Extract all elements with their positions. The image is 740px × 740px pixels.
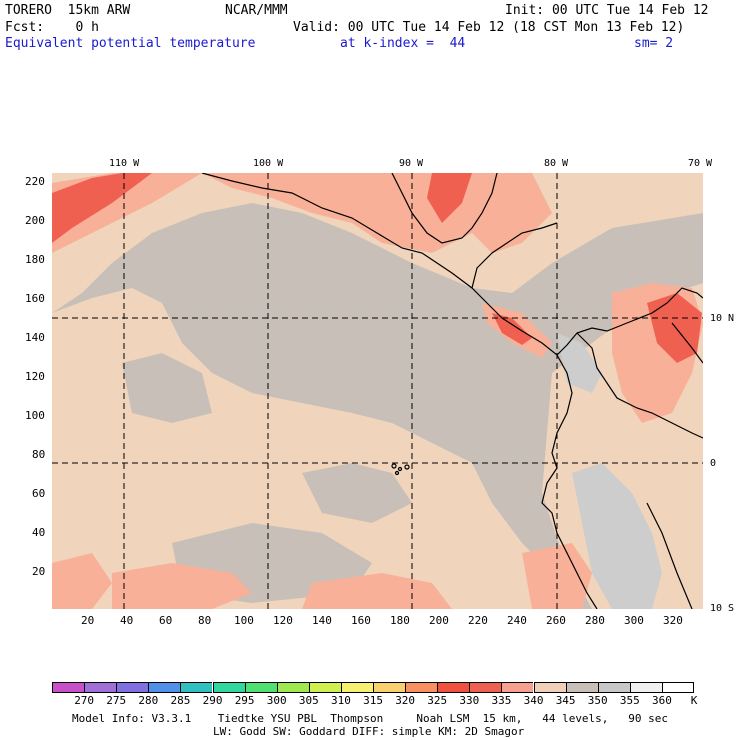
y-tick-140: 140 [25,331,45,344]
x-tick-140: 140 [312,614,332,627]
colorbar-label: 280 [138,694,159,707]
y-tick-60: 60 [32,487,46,500]
colorbar-swatch [244,682,277,693]
x-tick-280: 280 [585,614,605,627]
field-name: Equivalent potential temperature [5,36,256,51]
y-tick-100: 100 [25,409,45,422]
x-tick-260: 260 [546,614,566,627]
x-tick-40: 40 [120,614,134,627]
lon-label-80w: 80 W [544,158,569,169]
colorbar-swatch [212,682,245,693]
colorbar-swatch [597,682,630,693]
colorbar-swatch [437,682,470,693]
x-tick-220: 220 [468,614,488,627]
x-tick-60: 60 [159,614,173,627]
colorbar-label: 310 [331,694,351,707]
colorbar-label: 270 [74,694,95,707]
model-info: Model Info: V3.3.1 Tiedtke YSU PBL Thomp… [72,712,669,725]
colorbar [52,682,694,693]
colorbar-swatch [373,682,406,693]
y-tick-180: 180 [25,253,45,266]
colorbar-swatch [565,682,598,693]
x-tick-100: 100 [234,614,254,627]
init-time: Init: 00 UTC Tue 14 Feb 12 [505,3,709,18]
colorbar-label: 295 [234,694,255,707]
colorbar-swatch [52,682,85,693]
colorbar-swatch [276,682,309,693]
colorbar-swatch [629,682,662,693]
colorbar-label: 325 [427,694,448,707]
y-tick-220: 220 [25,175,45,188]
map-canvas [52,173,703,609]
lon-label-70w: 70 W [688,158,713,169]
colorbar-label: 335 [491,694,512,707]
x-tick-180: 180 [390,614,410,627]
x-tick-120: 120 [273,614,293,627]
colorbar-label: 290 [202,694,223,707]
colorbar-swatch [340,682,373,693]
model-title: TORERO 15km ARW [5,3,131,18]
colorbar-swatch [405,682,438,693]
coastlines [201,173,703,609]
colorbar-label: 320 [395,694,416,707]
colorbar-swatch [469,682,502,693]
colorbar-label: 350 [587,694,608,707]
y-tick-40: 40 [32,526,46,539]
lon-label-100w: 100 W [253,158,284,169]
colorbar-swatch [661,682,694,693]
x-tick-320: 320 [663,614,683,627]
smooth-label: sm= 2 [634,36,674,51]
colorbar-swatch [533,682,566,693]
colorbar-swatch [501,682,534,693]
forecast-hour: Fcst: 0 h [5,20,99,35]
y-tick-20: 20 [32,565,46,578]
x-tick-240: 240 [507,614,527,627]
colorbar-label: 285 [170,694,191,707]
valid-time: Valid: 00 UTC Tue 14 Feb 12 (18 CST Mon … [293,20,685,35]
physics-info: LW: Godd SW: Goddard DIFF: simple KM: 2D… [213,725,525,738]
map-plot [52,173,703,609]
colorbar-swatch [84,682,117,693]
colorbar-swatch [308,682,341,693]
hot-regions [52,173,702,363]
x-tick-80: 80 [198,614,212,627]
x-tick-300: 300 [624,614,644,627]
lon-label-90w: 90 W [399,158,424,169]
colorbar-label: 340 [523,694,544,707]
graticule [52,173,703,609]
colorbar-label: 305 [298,694,319,707]
colorbar-label: 315 [363,694,383,707]
colorbar-label: 300 [266,694,287,707]
colorbar-swatch [148,682,181,693]
y-tick-120: 120 [25,370,45,383]
colorbar-label: 360 [652,694,672,707]
y-tick-160: 160 [25,292,45,305]
colorbar-label: 355 [619,694,640,707]
colorbar-label: 345 [555,694,576,707]
center-name: NCAR/MMM [225,3,288,18]
lat-label-0: 0 [710,458,717,469]
level-label: at k-index = 44 [340,36,466,51]
lon-label-110w: 110 W [109,158,140,169]
x-tick-160: 160 [351,614,371,627]
x-tick-20: 20 [81,614,95,627]
y-tick-200: 200 [25,214,45,227]
lat-label-10s: 10 S [710,603,735,614]
colorbar-swatch [116,682,149,693]
colorbar-swatch [180,682,213,693]
colorbar-label: K [690,694,698,707]
y-tick-80: 80 [32,448,46,461]
colorbar-label: 330 [459,694,480,707]
colorbar-label: 275 [106,694,127,707]
lat-label-10n: 10 N [710,313,735,324]
x-tick-200: 200 [429,614,449,627]
